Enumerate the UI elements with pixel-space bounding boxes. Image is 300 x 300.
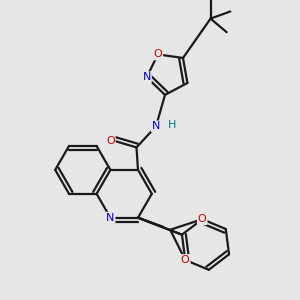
Text: O: O xyxy=(181,255,190,265)
Text: O: O xyxy=(198,214,207,224)
Text: O: O xyxy=(106,136,115,146)
Text: N: N xyxy=(152,122,160,131)
Text: N: N xyxy=(106,213,115,223)
Text: H: H xyxy=(167,120,176,130)
Text: O: O xyxy=(154,50,162,59)
Text: N: N xyxy=(142,72,151,82)
